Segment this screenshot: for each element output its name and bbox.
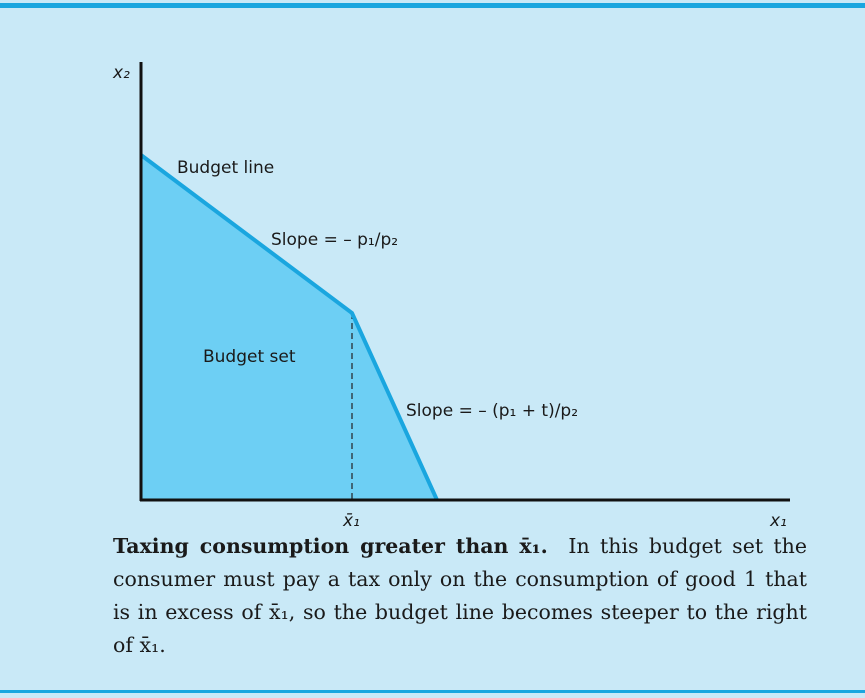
caption: Taxing consumption greater than x̄₁. In … <box>113 530 807 662</box>
y-axis-label: x₂ <box>112 63 130 83</box>
budget-set-area <box>141 155 437 500</box>
budget-set-label: Budget set <box>203 347 296 367</box>
slope-right-label: Slope = – (p₁ + t)/p₂ <box>406 401 578 421</box>
caption-title: Taxing consumption greater than x̄₁. <box>113 534 548 558</box>
budget-line <box>139 153 439 501</box>
bottom-rule <box>0 690 865 693</box>
top-rule <box>0 3 865 8</box>
caption-text: In this budget set the consumer must pay… <box>113 534 807 657</box>
kink-label: x̄₁ <box>342 511 360 531</box>
x-axis-label: x₁ <box>769 511 787 531</box>
budget-line-label: Budget line <box>177 158 274 178</box>
slope-left-label: Slope = – p₁/p₂ <box>271 230 398 250</box>
